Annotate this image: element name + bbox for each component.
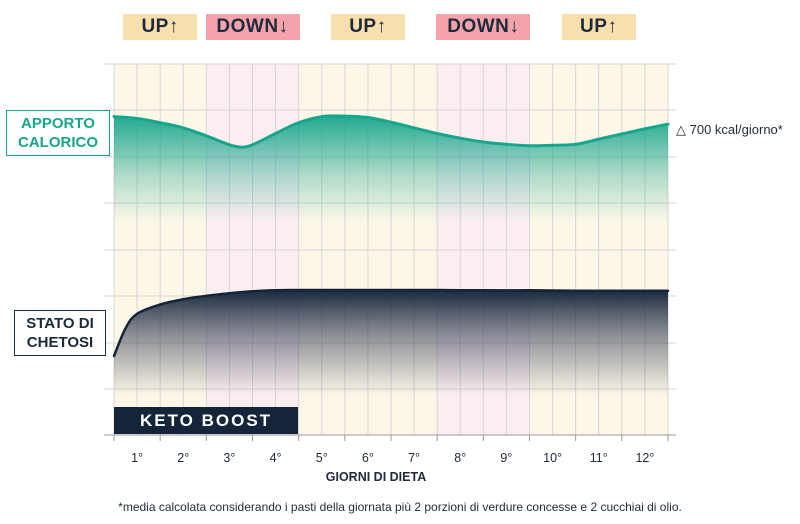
x-tick-label: 9°	[500, 451, 513, 465]
x-tick-label: 3°	[223, 451, 236, 465]
x-tick-label: 4°	[269, 451, 282, 465]
footnote: *media calcolata considerando i pasti de…	[118, 500, 682, 514]
keto-boost-badge: KETO BOOST	[114, 407, 298, 434]
x-tick-label: 5°	[315, 451, 328, 465]
phase-tag-down: DOWN↓	[436, 14, 531, 40]
x-axis	[104, 434, 676, 441]
phase-tag-down: DOWN↓	[205, 14, 300, 40]
phase-tag-up: UP↑	[123, 14, 198, 40]
x-tick-label: 11°	[589, 451, 608, 465]
series-areas	[112, 114, 670, 396]
series-line-2	[112, 288, 670, 358]
x-tick-label: 6°	[361, 451, 374, 465]
x-tick-label: 10°	[543, 451, 563, 465]
x-tick-label: 12°	[635, 451, 655, 465]
x-tick-label: 1°	[131, 451, 144, 465]
stato-chetosi-label: STATO DI CHETOSI	[14, 310, 106, 356]
apporto-calorico-label: APPORTO CALORICO	[6, 110, 110, 156]
series-line-1	[112, 114, 670, 149]
series-area-2	[114, 289, 668, 396]
series-area-1	[114, 115, 668, 222]
x-axis-label: GIORNI DI DIETA	[325, 470, 427, 484]
phase-tag-up: UP↑	[330, 14, 405, 40]
x-tick-label: 8°	[454, 451, 467, 465]
x-tick-label: 2°	[177, 451, 190, 465]
delta-kcal-note: △ 700 kcal/giorno*	[676, 122, 783, 137]
x-tick-label: 7°	[408, 451, 421, 465]
phase-tag-up: UP↑	[561, 14, 636, 40]
